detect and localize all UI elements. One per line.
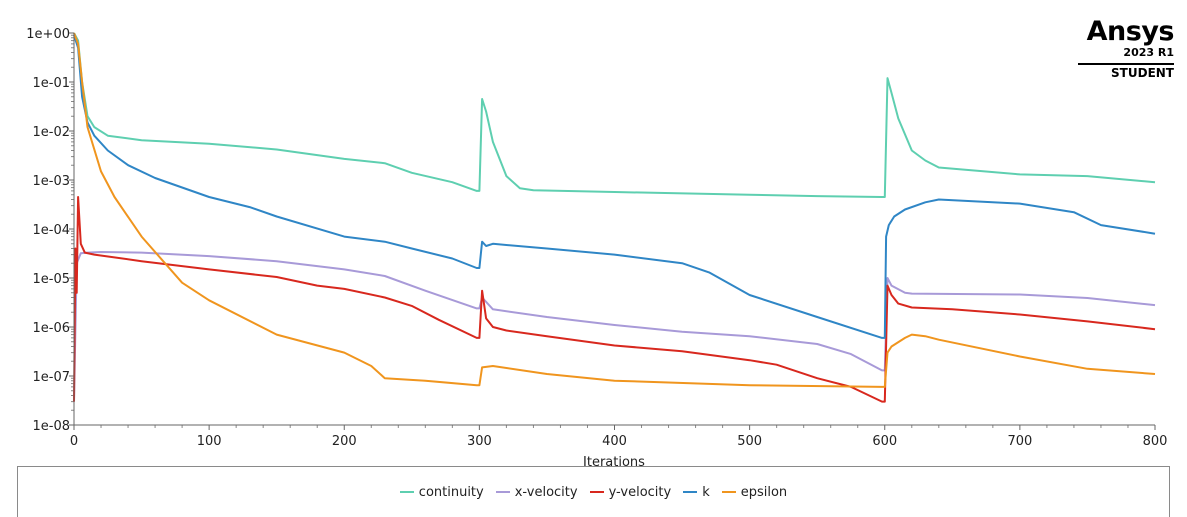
series-line-y-velocity	[73, 196, 1156, 403]
y-tick-label: 1e-03	[32, 174, 70, 189]
x-axis: 0 100 200 300 400 500 600 700 800	[70, 425, 1168, 449]
x-tick-label: 300	[467, 434, 492, 449]
series-line-x-velocity	[73, 251, 1156, 402]
logo-version: 2023 R1	[1078, 46, 1174, 65]
legend-label: y-velocity	[608, 484, 672, 500]
legend-item-x-velocity: x-velocity	[495, 484, 578, 500]
x-tick-label: 800	[1143, 434, 1168, 449]
y-tick-label: 1e-02	[32, 125, 70, 140]
y-tick-label: 1e-08	[32, 419, 70, 434]
legend-label: continuity	[418, 484, 484, 500]
residuals-plot: 1e-08 1e-07 1e-06 1e-05 1e-04 1e-03 1e-02 1e-01…	[26, 27, 1168, 466]
plot-area	[74, 33, 1155, 425]
x-tick-label: 200	[332, 434, 357, 449]
x-tick-label: 500	[737, 434, 762, 449]
y-tick-label: 1e+00	[26, 27, 70, 42]
x-axis-title: Iterations	[583, 455, 645, 466]
x-tick-label: 400	[602, 434, 627, 449]
x-tick-label: 700	[1007, 434, 1032, 449]
ansys-logo: Ansys 2023 R1 STUDENT	[1078, 16, 1175, 81]
legend-label: k	[702, 484, 710, 500]
y-tick-label: 1e-06	[32, 321, 70, 336]
legend-swatch	[495, 491, 510, 493]
series-line-k	[73, 34, 1156, 339]
legend-label: epsilon	[740, 484, 788, 500]
y-tick-label: 1e-04	[32, 223, 70, 238]
y-axis: 1e-08 1e-07 1e-06 1e-05 1e-04 1e-03 1e-02 1e-01…	[26, 27, 74, 434]
logo-edition: STUDENT	[1111, 66, 1174, 80]
x-tick-label: 0	[70, 434, 78, 449]
legend-swatch	[683, 491, 698, 493]
series-line-epsilon	[73, 32, 1156, 388]
legend-item-continuity: continuity	[399, 484, 484, 500]
y-tick-label: 1e-05	[32, 272, 70, 287]
x-tick-label: 600	[872, 434, 897, 449]
logo-brand: Ansys	[1086, 16, 1175, 47]
legend-item-epsilon: epsilon	[721, 484, 788, 500]
legend-swatch	[721, 491, 736, 493]
y-tick-label: 1e-07	[32, 370, 70, 385]
legend-label: x-velocity	[514, 484, 578, 500]
x-tick-label: 100	[197, 434, 222, 449]
legend-swatch	[589, 491, 604, 493]
series-line-continuity	[73, 32, 1156, 198]
legend-swatch	[399, 491, 414, 493]
legend-item-y-velocity: y-velocity	[589, 484, 672, 500]
legend-item-k: k	[683, 485, 710, 500]
y-tick-label: 1e-01	[32, 76, 70, 91]
legend: continuity x-velocity y-velocity k epsilon	[17, 466, 1170, 517]
series-lines	[73, 32, 1156, 403]
